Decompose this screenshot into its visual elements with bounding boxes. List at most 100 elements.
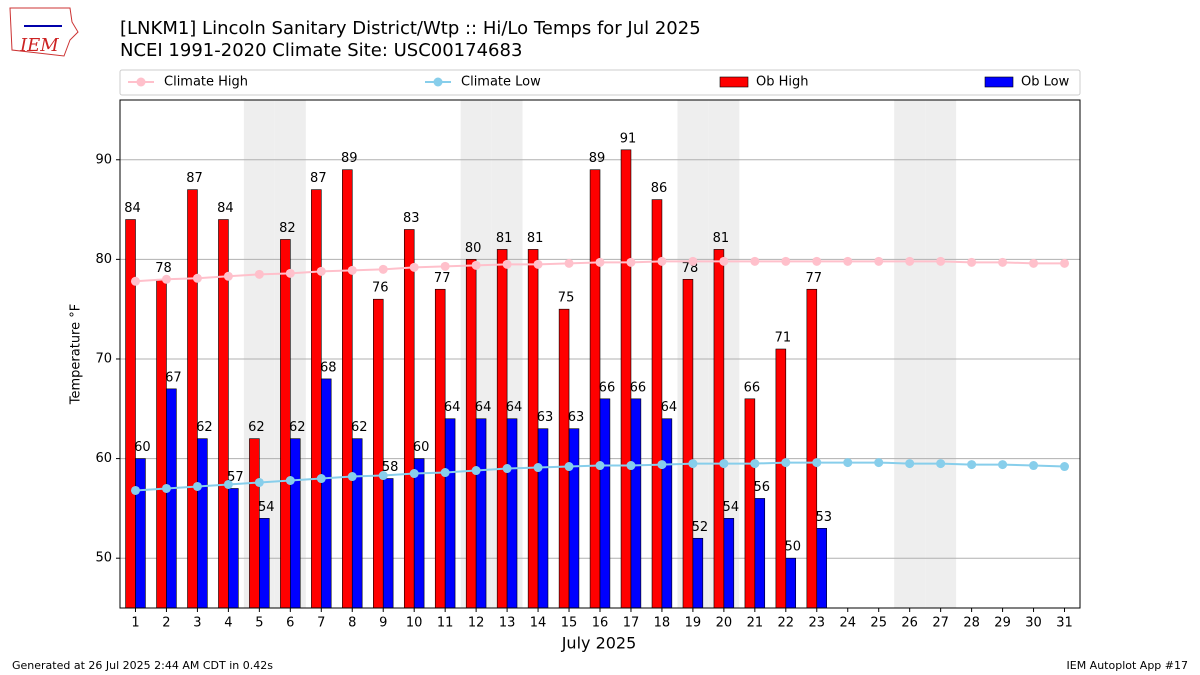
x-tick-label: 2 xyxy=(162,616,170,631)
x-tick-label: 17 xyxy=(623,616,640,631)
line-marker xyxy=(347,265,357,275)
bar xyxy=(187,189,198,609)
line-marker xyxy=(812,256,822,266)
bar-label: 84 xyxy=(217,201,234,216)
bar xyxy=(382,478,394,609)
line-marker xyxy=(719,459,729,469)
logo-outline xyxy=(9,7,79,57)
line-marker xyxy=(533,259,543,269)
x-tick-label: 1 xyxy=(131,616,139,631)
x-tick-label: 24 xyxy=(839,616,856,631)
line-marker xyxy=(192,273,202,283)
chart-title: [LNKM1] Lincoln Sanitary District/Wtp ::… xyxy=(120,18,701,39)
bar xyxy=(166,388,177,609)
legend-label: Ob High xyxy=(756,75,809,90)
bar xyxy=(403,229,415,609)
bar-label: 75 xyxy=(558,291,575,306)
bar-label: 89 xyxy=(341,151,358,166)
line-marker xyxy=(1029,461,1039,471)
bar-label: 80 xyxy=(465,241,482,256)
x-tick-label: 4 xyxy=(224,616,232,631)
line-marker xyxy=(595,257,605,267)
line-marker xyxy=(905,459,915,469)
line-marker xyxy=(316,474,326,484)
bar-label: 60 xyxy=(413,440,430,455)
bar xyxy=(630,398,642,609)
bar xyxy=(434,288,446,609)
line-marker xyxy=(409,262,419,272)
bar-label: 71 xyxy=(775,331,792,346)
bar-label: 64 xyxy=(506,400,523,415)
bar-label: 68 xyxy=(320,360,337,375)
legend-label: Climate Low xyxy=(461,75,541,90)
line-marker xyxy=(254,269,264,279)
line-marker xyxy=(595,461,605,471)
y-axis-label: Temperature °F xyxy=(69,304,84,405)
bar xyxy=(135,458,146,609)
line-marker xyxy=(564,258,574,268)
bar xyxy=(444,418,456,609)
bar xyxy=(373,298,384,609)
line-marker xyxy=(502,464,512,474)
bar-label: 62 xyxy=(289,420,306,435)
bar-label: 64 xyxy=(661,400,678,415)
line-marker xyxy=(285,268,295,278)
bar xyxy=(713,249,725,609)
bar-label: 82 xyxy=(279,221,296,236)
x-tick-label: 21 xyxy=(747,616,764,631)
line-marker xyxy=(161,274,171,284)
bar xyxy=(156,278,167,609)
x-tick-label: 23 xyxy=(809,616,826,631)
bar xyxy=(692,537,704,609)
line-marker xyxy=(936,256,946,266)
bar xyxy=(723,518,735,609)
legend-marker xyxy=(433,77,443,87)
bar-label: 60 xyxy=(134,440,151,455)
x-tick-label: 16 xyxy=(592,616,609,631)
bar-label: 62 xyxy=(351,420,368,435)
line-marker xyxy=(750,256,760,266)
line-marker xyxy=(502,259,512,269)
bar xyxy=(568,428,580,609)
line-marker xyxy=(347,472,357,482)
legend-swatch xyxy=(984,76,1014,88)
line-marker xyxy=(1060,462,1070,472)
bar-label: 78 xyxy=(155,261,172,276)
bar xyxy=(475,418,487,609)
x-tick-label: 15 xyxy=(561,616,578,631)
line-marker xyxy=(998,257,1008,267)
bar-label: 62 xyxy=(248,420,265,435)
bar-label: 54 xyxy=(723,500,740,515)
bar-label: 58 xyxy=(382,460,399,475)
line-marker xyxy=(998,460,1008,470)
bar xyxy=(465,259,477,609)
footer-left: Generated at 26 Jul 2025 2:44 AM CDT in … xyxy=(12,659,273,672)
bar-label: 66 xyxy=(630,380,647,395)
bar xyxy=(527,249,539,609)
line-marker xyxy=(130,485,140,495)
x-tick-label: 3 xyxy=(193,616,201,631)
y-tick-label: 60 xyxy=(95,451,112,466)
bar-label: 86 xyxy=(651,181,668,196)
bar-label: 77 xyxy=(434,271,451,286)
logo: IEM xyxy=(9,7,79,57)
line-marker xyxy=(533,463,543,473)
y-tick-label: 50 xyxy=(95,551,112,566)
bar-label: 56 xyxy=(754,480,771,495)
line-marker xyxy=(378,471,388,481)
line-marker xyxy=(688,459,698,469)
chart-subtitle: NCEI 1991-2020 Climate Site: USC00174683 xyxy=(120,40,522,61)
line-marker xyxy=(471,260,481,270)
line-marker xyxy=(440,261,450,271)
line-marker xyxy=(936,459,946,469)
line-marker xyxy=(564,462,574,472)
line-marker xyxy=(781,256,791,266)
line-marker xyxy=(967,257,977,267)
legend-marker xyxy=(136,77,146,87)
weekend-shade xyxy=(894,100,926,608)
bar xyxy=(496,249,508,609)
bar xyxy=(785,557,797,609)
bar-label: 83 xyxy=(403,211,420,226)
legend-box xyxy=(119,69,1081,96)
